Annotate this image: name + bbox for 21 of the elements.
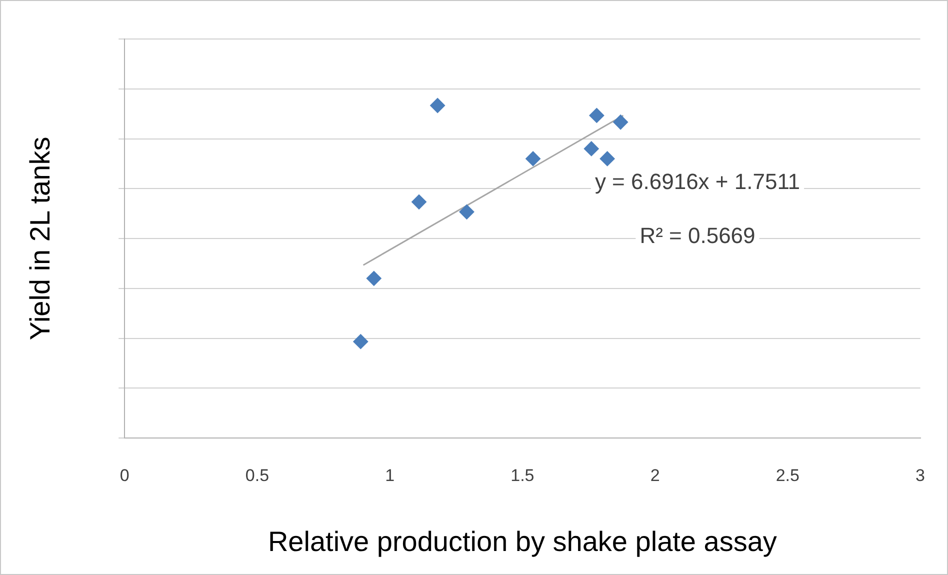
point [584,141,599,156]
x-tick-label: 1.5 [510,466,534,485]
point [613,114,628,130]
x-tick-label: 2 [650,466,660,485]
point [353,334,368,350]
y-axis-title: Yield in 2L tanks [24,136,56,340]
point [459,204,474,220]
point [430,98,446,113]
x-tick-label: 0.5 [245,466,270,485]
x-axis-title: Relative production by shake plate assay [268,526,777,557]
x-tick-label: 3 [916,466,926,485]
point [366,270,382,286]
point [600,151,615,166]
x-tick-label: 0 [120,466,130,485]
annotation: R² = 0.5669 [640,223,756,248]
point [589,108,604,123]
x-tick-label: 1 [385,466,395,485]
annotation: y = 6.6916x + 1.7511 [594,169,800,194]
point [526,151,541,166]
point [412,194,426,210]
x-tick-label: 2.5 [776,466,800,485]
